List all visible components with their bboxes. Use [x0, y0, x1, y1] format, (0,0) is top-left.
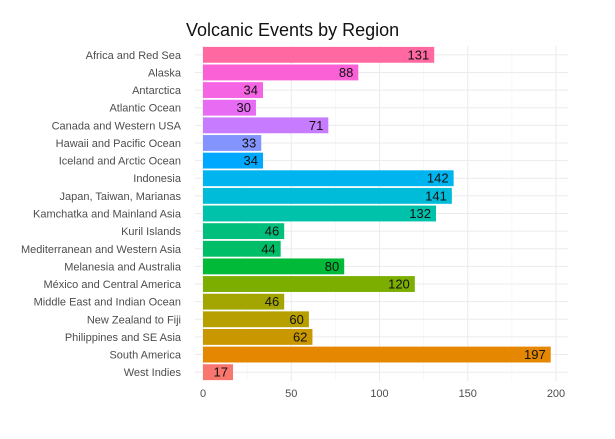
category-label: Kamchatka and Mainland Asia [33, 209, 182, 221]
x-tick-label: 150 [459, 388, 477, 400]
category-label: Alaska [148, 67, 182, 79]
data-label: 60 [289, 312, 303, 327]
data-label: 30 [236, 100, 250, 115]
x-tick-label: 0 [200, 388, 206, 400]
bar [203, 135, 262, 151]
bar [203, 152, 264, 169]
category-label: Antarctica [132, 85, 182, 97]
category-label: Atlantic Ocean [109, 103, 181, 115]
bar [203, 293, 285, 310]
category-label: Hawaii and Pacific Ocean [56, 138, 181, 150]
bar [203, 311, 309, 328]
data-label: 34 [244, 153, 258, 168]
category-label: Middle East and Indian Ocean [34, 297, 181, 309]
data-label: 120 [388, 277, 410, 292]
category-label: South America [109, 350, 181, 362]
bar [203, 276, 415, 292]
bar [203, 170, 454, 187]
x-axis-tick-labels: 0 50 100 150 200 [200, 388, 565, 400]
bar [203, 328, 313, 345]
category-label: Canada and Western USA [52, 120, 182, 132]
data-label: 80 [325, 259, 339, 274]
bars [203, 46, 551, 381]
data-label: 142 [427, 171, 449, 186]
y-axis-category-labels: Africa and Red Sea Alaska Antarctica Atlant… [21, 50, 182, 379]
x-tick-label: 200 [547, 388, 565, 400]
data-label: 17 [214, 365, 228, 380]
category-label: New Zealand to Fiji [87, 314, 181, 326]
data-label: 62 [293, 329, 307, 344]
chart-title: Volcanic Events by Region [186, 20, 400, 40]
data-label: 46 [265, 294, 279, 309]
data-label: 44 [261, 241, 275, 256]
x-tick-label: 50 [285, 388, 297, 400]
data-label: 71 [309, 118, 323, 133]
category-label: West Indies [124, 367, 182, 379]
data-labels: 131 88 34 30 71 33 34 142 141 132 46 44 80 120 46 60 62 1… [214, 47, 546, 379]
bar [203, 99, 256, 116]
data-label: 34 [244, 83, 258, 98]
category-label: México and Central America [43, 279, 181, 291]
data-label: 132 [409, 206, 431, 221]
bar [203, 258, 345, 275]
bar [203, 205, 436, 222]
bar [203, 64, 359, 81]
x-tick-label: 100 [370, 388, 388, 400]
bar [203, 46, 435, 63]
category-label: Mediterranean and Western Asia [21, 244, 182, 256]
category-label: Melanesia and Australia [64, 261, 182, 273]
category-label: Africa and Red Sea [86, 50, 182, 62]
data-label: 141 [425, 188, 447, 203]
data-label: 33 [242, 135, 256, 150]
data-label: 131 [408, 47, 430, 62]
bar [203, 117, 329, 134]
category-label: Japan, Taiwan, Marianas [60, 191, 182, 203]
category-label: Indonesia [133, 173, 182, 185]
category-label: Philippines and SE Asia [65, 332, 182, 344]
bar [203, 82, 264, 99]
data-label: 46 [265, 224, 279, 239]
data-label: 88 [339, 65, 353, 80]
bar [203, 364, 234, 381]
category-label: Kuril Islands [121, 226, 181, 238]
bar [203, 187, 452, 204]
category-label: Iceland and Arctic Ocean [59, 156, 181, 168]
bar [203, 223, 285, 240]
bar [203, 240, 281, 257]
data-label: 197 [524, 347, 546, 362]
bar [203, 346, 551, 363]
